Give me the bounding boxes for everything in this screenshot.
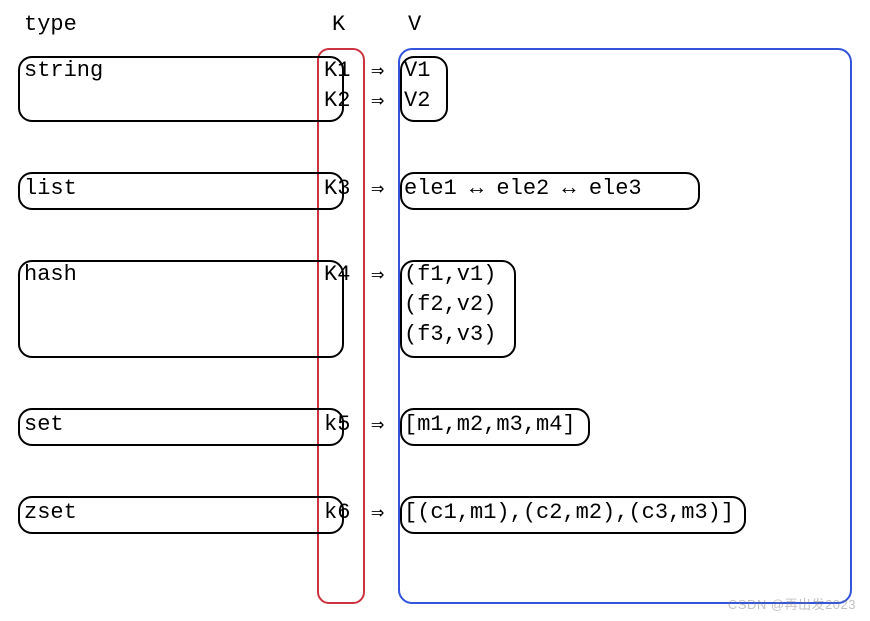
key-string-1: K1 [324,58,350,83]
arrow-icon: ⇒ [371,262,384,288]
value-list: ele1 ↔ ele2 ↔ ele3 [404,176,642,201]
arrow-icon: ⇒ [371,176,384,202]
watermark-text: CSDN @再出发2023 [728,594,856,613]
header-type: type [24,12,77,37]
key-hash: K4 [324,262,350,287]
key-list: K3 [324,176,350,201]
key-string-2: K2 [324,88,350,113]
value-string-1: V1 [404,58,430,83]
value-zset: [(c1,m1),(c2,m2),(c3,m3)] [404,500,734,525]
diagram-canvas: type K V string K1 ⇒ V1 K2 ⇒ V2 list K3 … [0,0,870,621]
type-label-set: set [24,412,64,437]
hash-pair-2: (f2,v2) [404,292,496,317]
hash-pair-1: (f1,v1) [404,262,496,287]
value-set: [m1,m2,m3,m4] [404,412,576,437]
hash-pair-3: (f3,v3) [404,322,496,347]
arrow-icon: ⇒ [371,500,384,526]
arrow-icon: ⇒ [371,88,384,114]
type-label-hash: hash [24,262,77,287]
header-v: V [408,12,421,37]
key-set: k5 [324,412,350,437]
arrow-icon: ⇒ [371,58,384,84]
key-zset: k6 [324,500,350,525]
header-k: K [332,12,345,37]
type-label-string: string [24,58,103,83]
arrow-icon: ⇒ [371,412,384,438]
row-box-set [18,408,344,446]
value-string-2: V2 [404,88,430,113]
type-label-zset: zset [24,500,77,525]
type-label-list: list [24,176,77,201]
